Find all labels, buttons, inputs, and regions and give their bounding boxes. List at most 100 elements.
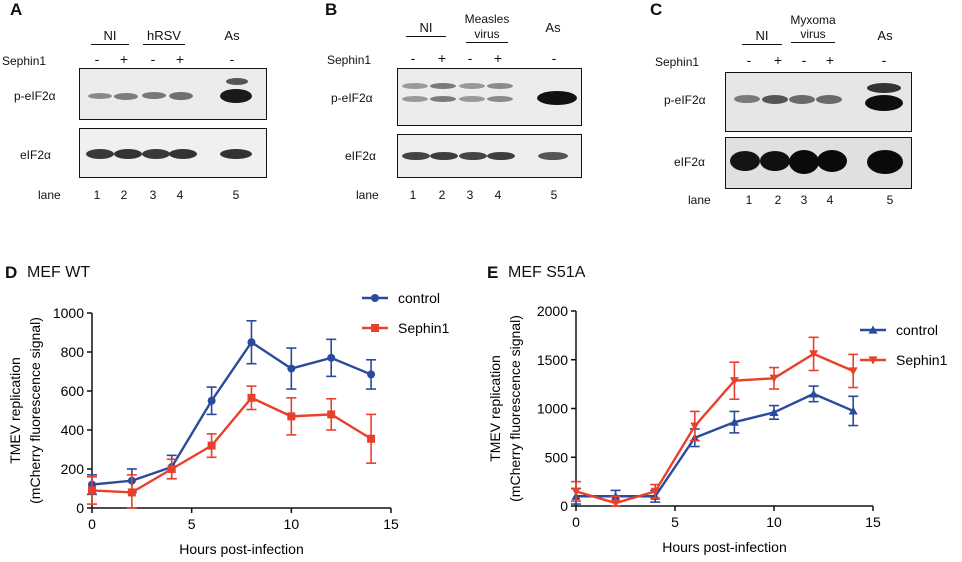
treatment-sign: + [175, 51, 185, 67]
y-tick-label: 500 [545, 449, 569, 465]
lane-number: 2 [120, 188, 128, 202]
data-point [868, 325, 878, 334]
lane-number: 2 [774, 193, 782, 207]
treatment-sign: - [881, 52, 887, 68]
x-tick-label: 5 [188, 516, 196, 532]
group-label: virus [791, 27, 835, 43]
x-tick-label: 10 [766, 514, 782, 530]
data-point [207, 441, 216, 450]
lane-label: lane [688, 193, 711, 207]
chart-title: MEF S51A [508, 264, 586, 281]
data-point [769, 407, 779, 416]
y-tick-label: 1000 [53, 305, 84, 321]
data-point [571, 487, 581, 496]
lane-number: 1 [409, 188, 417, 202]
lane-label: lane [356, 188, 379, 202]
x-tick-label: 0 [88, 516, 96, 532]
data-point [809, 350, 819, 359]
legend-label: control [896, 322, 938, 338]
treatment-sign: + [773, 52, 783, 68]
group-label: NI [406, 20, 446, 37]
data-point [690, 422, 700, 431]
data-point [729, 417, 739, 426]
group-label: hRSV [143, 28, 185, 45]
treatment-sign: - [551, 50, 557, 66]
y-axis-label: (mCherry fluorescence signal) [507, 315, 523, 502]
y-tick-label: 400 [61, 422, 85, 438]
data-point [247, 393, 256, 402]
lane-number: 3 [149, 188, 157, 202]
y-tick-label: 1500 [537, 352, 568, 368]
legend-label: control [398, 290, 440, 306]
treatment-sign: - [94, 51, 100, 67]
data-point [367, 370, 376, 379]
line-chart-mef-wt: 0 200 400 600 800 1000 0 5 10 15 Hours post-infect… [7, 290, 450, 557]
lane-number: 4 [826, 193, 834, 207]
lane-number: 5 [232, 188, 240, 202]
lane-number: 3 [466, 188, 474, 202]
treatment-sign: + [119, 51, 129, 67]
data-point [207, 396, 216, 405]
y-axis-label: TMEV replication [7, 357, 23, 464]
lane-number: 2 [438, 188, 446, 202]
x-axis-label: Hours post-infection [662, 539, 787, 555]
treatment-sign: + [493, 50, 503, 66]
lane-number: 5 [550, 188, 558, 202]
group-label: NI [742, 28, 782, 45]
y-tick-label: 200 [61, 461, 85, 477]
y-tick-label: 1000 [537, 401, 568, 417]
band-label: eIF2α [674, 155, 705, 169]
data-point [247, 338, 256, 347]
data-point [611, 499, 621, 508]
series-line [575, 352, 854, 505]
lane-number: 3 [800, 193, 808, 207]
data-point [729, 377, 739, 386]
data-point [367, 434, 376, 443]
y-axis-label: TMEV replication [487, 355, 503, 462]
y-tick-label: 2000 [537, 303, 568, 319]
data-point [327, 410, 336, 419]
lane-number: 5 [886, 193, 894, 207]
blot-total [397, 134, 582, 178]
data-point [127, 488, 136, 497]
data-point [769, 374, 779, 383]
data-point [868, 356, 878, 365]
treatment-sign: - [229, 51, 235, 67]
x-tick-label: 5 [671, 514, 679, 530]
blot-total [725, 137, 912, 189]
data-point [371, 324, 379, 332]
data-point [167, 465, 176, 473]
data-point [327, 353, 336, 362]
data-point [371, 294, 379, 302]
blot-phospho [79, 68, 267, 120]
y-tick-label: 800 [61, 344, 85, 360]
y-tick-label: 0 [76, 500, 84, 516]
group-label: As [224, 28, 240, 43]
chart-title: MEF WT [27, 264, 91, 281]
panel-label: C [650, 0, 663, 19]
treatment-sign: + [437, 50, 447, 66]
x-tick-label: 10 [284, 516, 300, 532]
lane-number: 4 [176, 188, 184, 202]
series-line [91, 340, 372, 486]
data-point [650, 487, 660, 496]
group-label: virus [466, 27, 508, 43]
lane-number: 1 [745, 193, 753, 207]
sephin-label: Sephin1 [2, 54, 47, 68]
panel-label: B [325, 0, 338, 19]
treatment-sign: - [801, 52, 807, 68]
legend-label: Sephin1 [896, 352, 948, 368]
band-label: p-eIF2α [664, 93, 706, 107]
data-point [287, 364, 296, 373]
blot-phospho [725, 72, 912, 132]
series-line [91, 396, 372, 494]
line-chart-mef-s51a: 0 500 1000 1500 2000 0 5 10 15 Hours post-infecti… [487, 303, 948, 555]
band-label: eIF2α [20, 148, 51, 162]
y-axis-label: (mCherry fluorescence signal) [27, 317, 43, 504]
band-label: p-eIF2α [331, 91, 373, 105]
group-label: Measles [464, 12, 510, 26]
panel-label: D [5, 263, 18, 282]
data-point [88, 486, 96, 495]
treatment-sign: + [825, 52, 835, 68]
legend-label: Sephin1 [398, 320, 450, 336]
